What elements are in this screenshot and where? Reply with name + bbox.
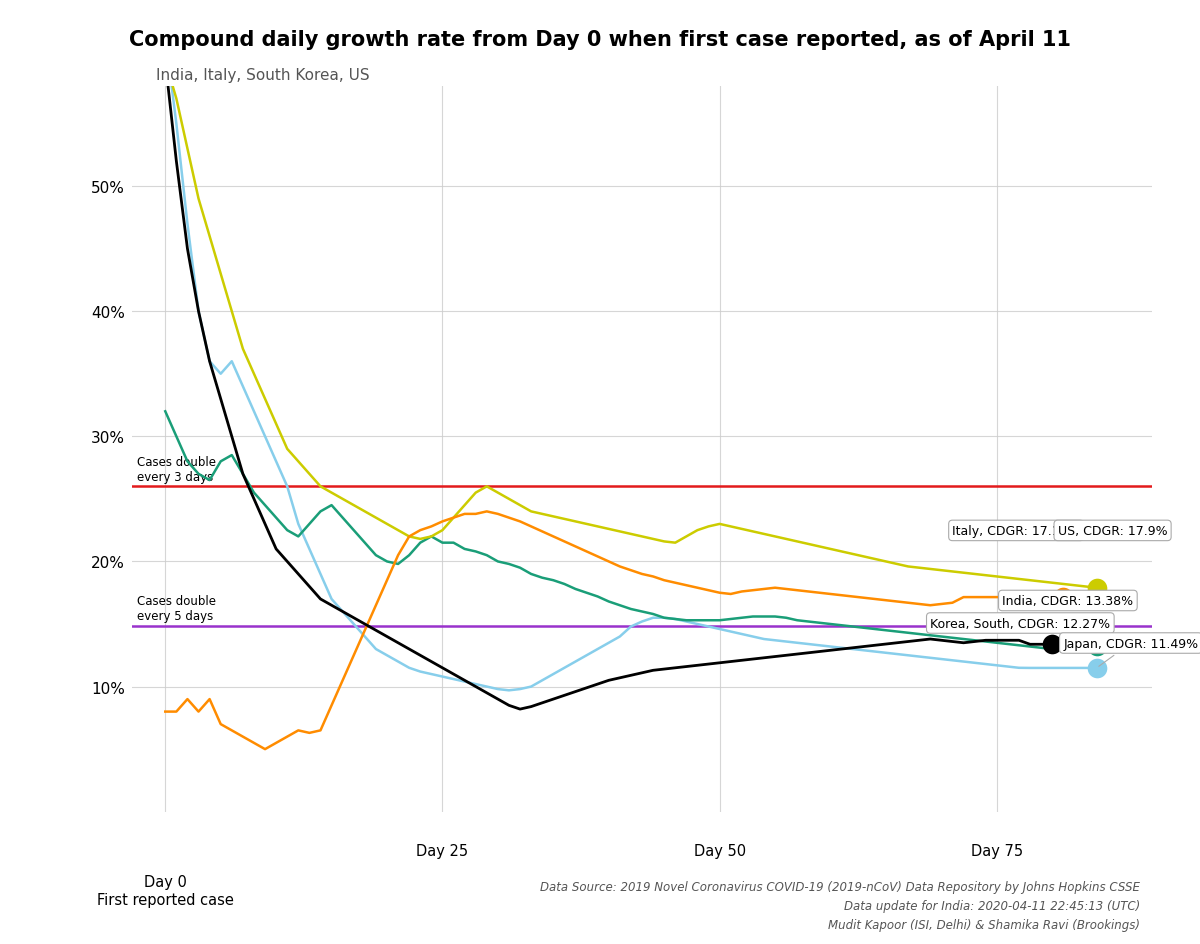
Text: Data Source: 2019 Novel Coronavirus COVID-19 (2019-nCoV) Data Repository by John: Data Source: 2019 Novel Coronavirus COVI… (540, 880, 1140, 931)
Point (1054, 590, 1073, 605)
Text: Cases double
every 3 days: Cases double every 3 days (137, 455, 216, 483)
Text: Compound daily growth rate from Day 0 when first case reported, as of April 11: Compound daily growth rate from Day 0 wh… (130, 30, 1072, 50)
Text: Korea, South, CDGR: 12.27%: Korea, South, CDGR: 12.27% (930, 616, 1110, 630)
Text: US, CDGR: 17.9%: US, CDGR: 17.9% (1057, 524, 1168, 537)
Point (1087, 581, 1106, 596)
Text: Day 25: Day 25 (416, 843, 468, 858)
Text: Day 0
First reported case: Day 0 First reported case (97, 874, 234, 906)
Point (1043, 637, 1062, 652)
Text: Day 50: Day 50 (694, 843, 745, 858)
Text: Italy, CDGR: 17.15%: Italy, CDGR: 17.15% (953, 524, 1080, 537)
Text: Day 75: Day 75 (971, 843, 1022, 858)
Text: India, Italy, South Korea, US: India, Italy, South Korea, US (156, 68, 370, 83)
Point (1087, 638, 1106, 653)
Text: India, CDGR: 13.38%: India, CDGR: 13.38% (1002, 595, 1134, 607)
Text: Japan, CDGR: 11.49%: Japan, CDGR: 11.49% (1063, 637, 1199, 666)
Text: Cases double
every 5 days: Cases double every 5 days (137, 595, 216, 622)
Point (1087, 661, 1106, 676)
